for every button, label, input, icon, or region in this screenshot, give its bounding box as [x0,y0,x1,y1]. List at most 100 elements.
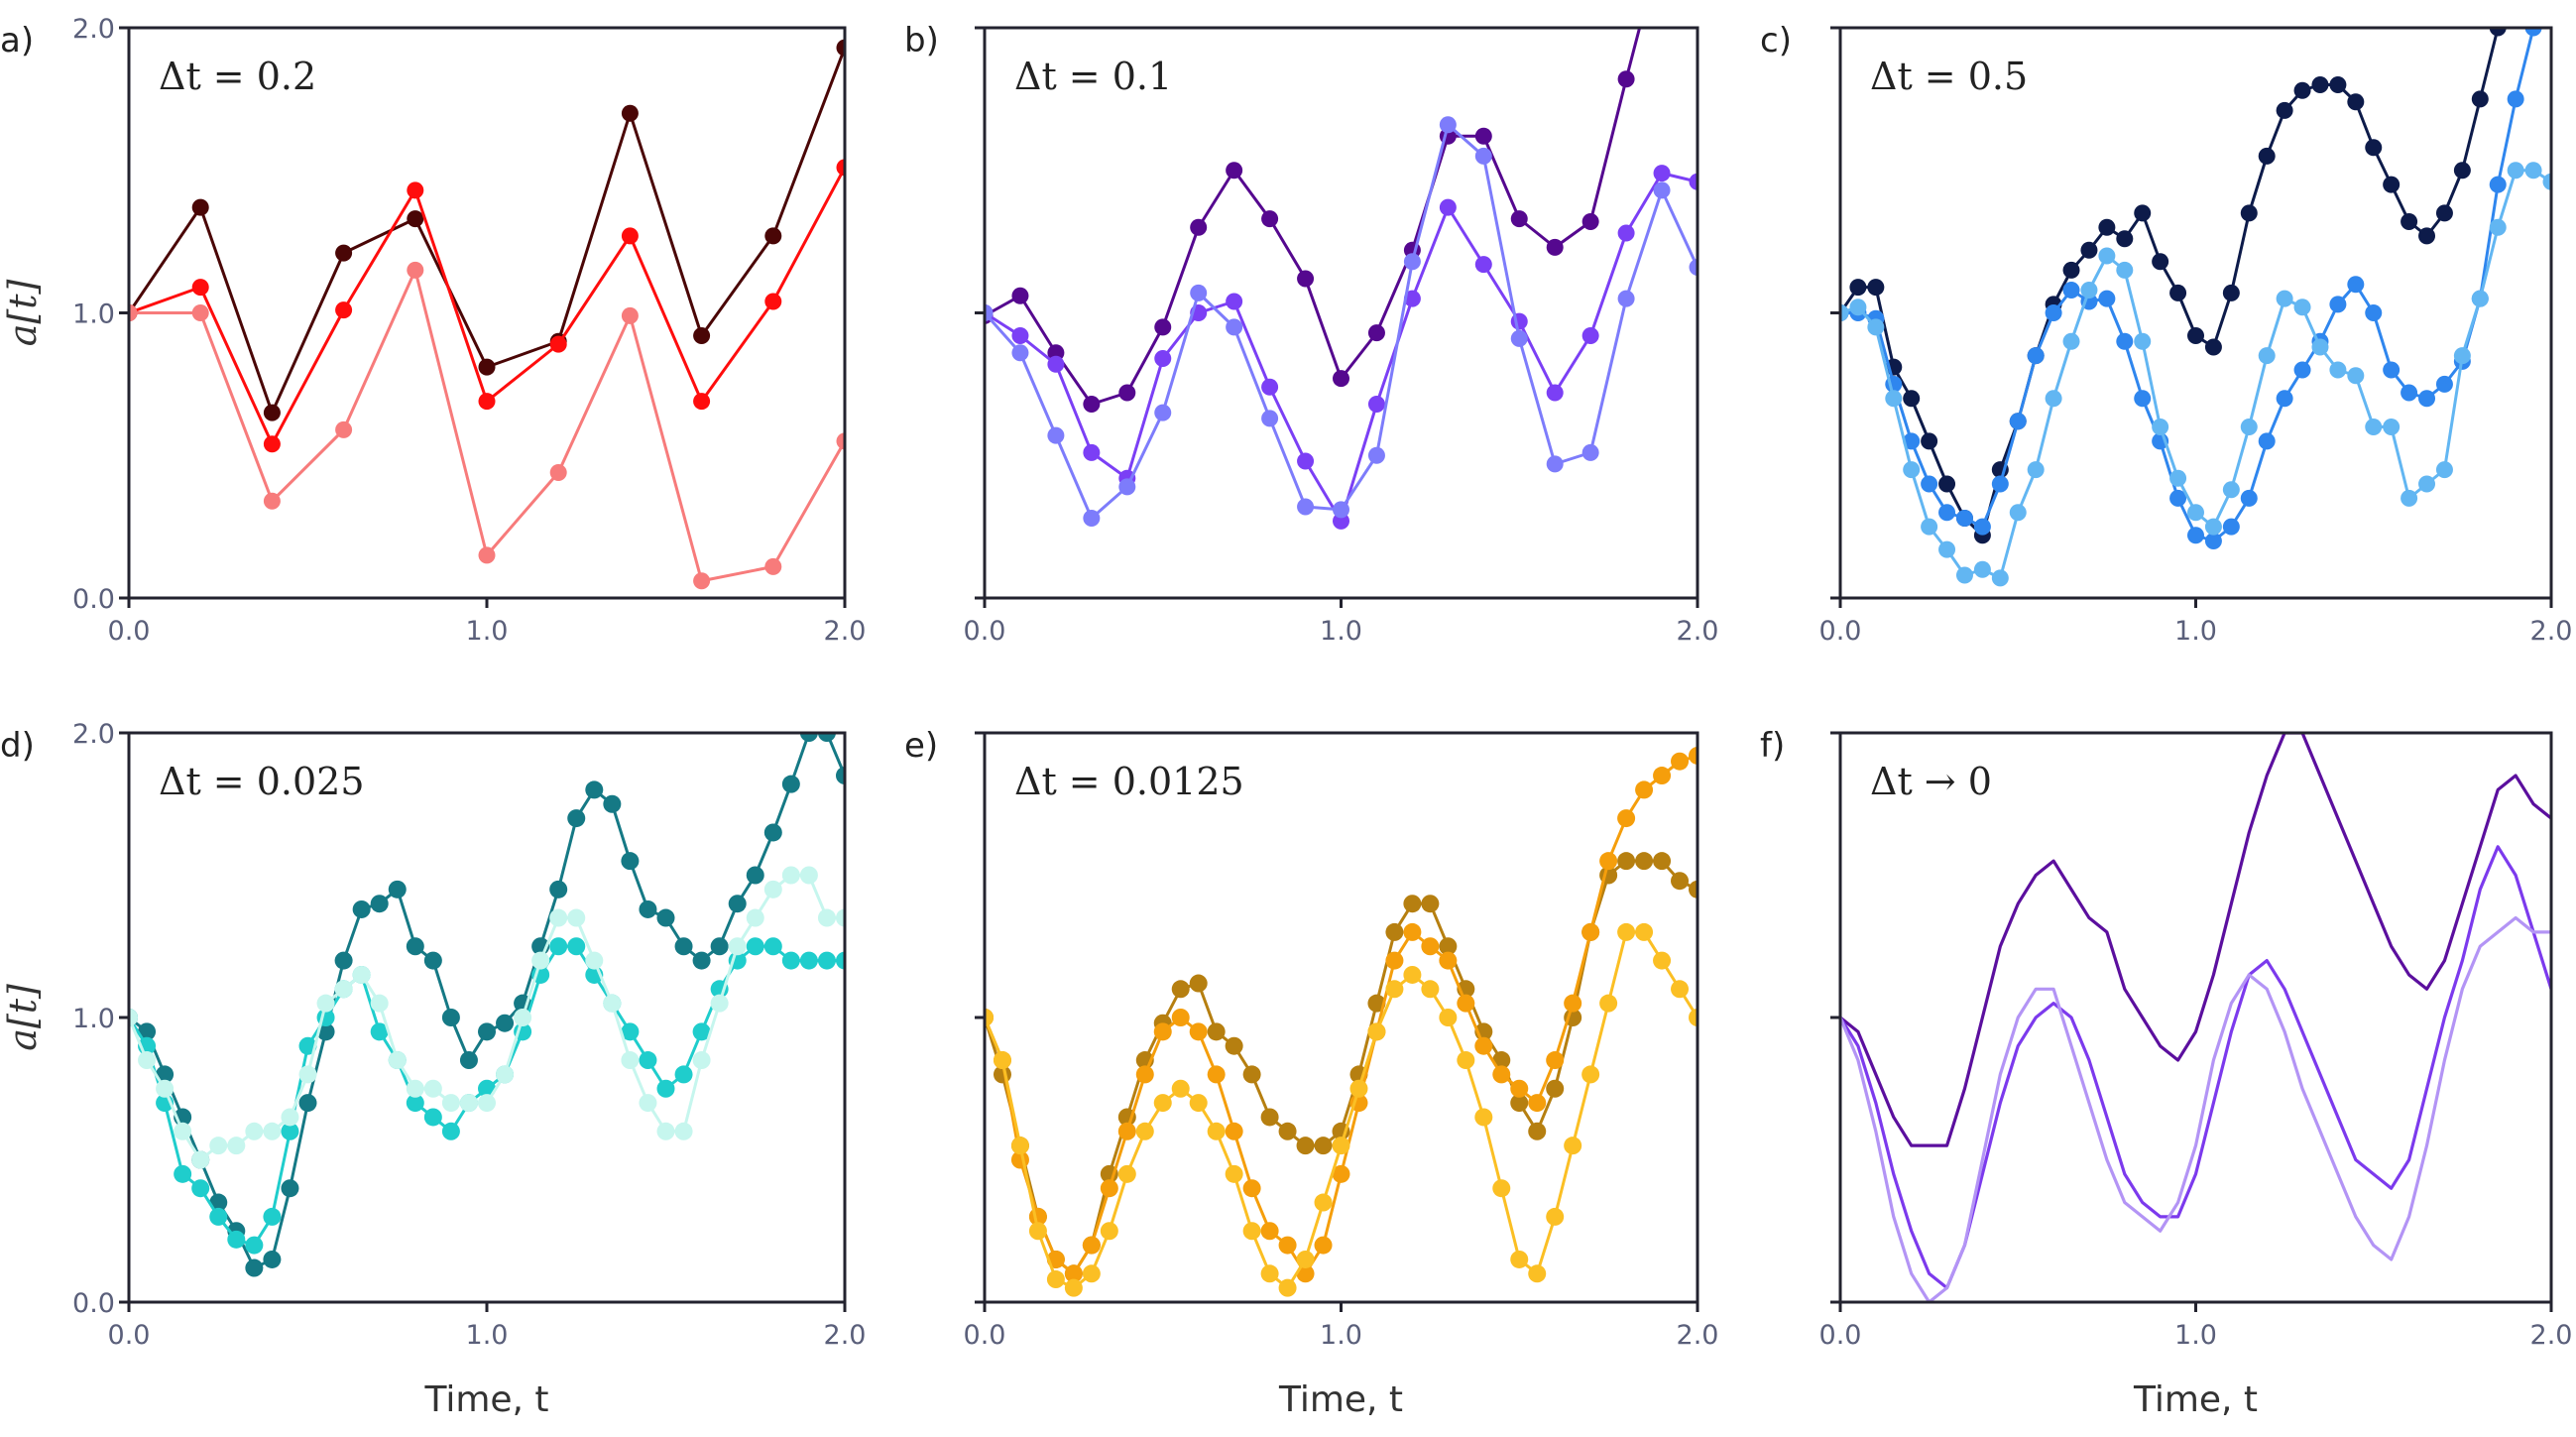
data-point [836,908,845,927]
data-point [406,1079,424,1098]
series-line [129,874,845,1161]
data-point [1225,1164,1243,1183]
data-point [1225,1036,1243,1055]
data-point [1403,895,1422,913]
data-point [2258,347,2276,365]
data-point [478,393,496,411]
data-point [191,198,209,216]
data-point [2383,176,2400,193]
x-tick-label: 0.0 [964,1320,1006,1351]
data-point [335,301,353,319]
data-point [1010,1137,1029,1155]
data-point [2204,518,2222,536]
data-point [2435,375,2453,393]
panel-b: 0.0 1.0 2.0 b) Δt = 0.1 [904,21,1719,647]
data-point [2240,204,2258,222]
data-point [2222,481,2240,499]
data-point [728,937,747,956]
data-point [2507,90,2524,108]
data-point [1635,852,1654,871]
data-point [1278,1122,1297,1140]
data-point [1333,501,1349,519]
data-point [156,1079,175,1098]
x-tick-label: 1.0 [2174,616,2217,647]
annotation: Δt → 0 [1870,760,1992,803]
data-point [1510,1079,1529,1098]
data-point [836,432,845,450]
data-point [603,794,622,813]
data-point [674,1122,693,1140]
data-point [639,1094,657,1113]
data-point [1154,318,1172,336]
data-point [1278,1236,1297,1255]
data-point [1955,566,1973,584]
data-point [209,1137,228,1155]
data-point [407,261,424,279]
plot-area [129,733,845,1277]
data-point [1439,937,1458,956]
data-point [1261,210,1279,228]
data-point [621,852,640,871]
data-point [1260,1264,1279,1283]
x-tick-label: 2.0 [1677,616,1719,647]
data-point [656,908,675,927]
data-point [1385,922,1404,941]
data-point [1617,70,1635,88]
data-point [370,1022,389,1041]
panel-f: 0.0 1.0 2.0 f) Δt → 0 Time, t [1760,726,2572,1420]
data-point [2400,384,2418,402]
data-point [1474,127,1492,145]
axes-frame [983,731,1699,1304]
data-point [746,866,764,885]
data-point [1474,256,1492,274]
data-point [1421,895,1440,913]
data-point [799,733,818,742]
data-point [298,1065,317,1084]
data-point [764,293,782,310]
x-tick-label: 2.0 [2530,616,2573,647]
data-point [1117,1164,1136,1183]
data-point [2187,327,2204,344]
data-point [1439,116,1457,134]
data-point [639,899,657,918]
data-point [2134,332,2152,350]
data-point [2383,361,2400,379]
data-point [245,1122,264,1140]
data-point [1671,980,1690,999]
data-point [1849,299,1867,316]
data-point [1153,1022,1172,1041]
data-point [1653,852,1672,871]
data-point [1314,1193,1333,1212]
data-point [2383,419,2400,435]
data-point [1492,1179,1511,1198]
data-point [478,358,496,376]
data-point [2453,347,2471,365]
data-point [2365,304,2383,321]
data-point [2027,461,2045,479]
x-tick-label: 0.0 [964,616,1006,647]
data-point [263,492,281,510]
data-point [2435,204,2453,222]
data-point [298,1036,317,1055]
data-point [388,1051,407,1070]
data-point [2400,489,2418,507]
data-point [496,1014,515,1032]
data-point [567,809,586,828]
data-point [407,181,424,199]
data-point [1011,287,1029,304]
data-point [1921,518,1938,536]
data-point [2116,230,2134,248]
data-point [1617,922,1636,941]
data-point [1064,1264,1083,1283]
series-line [985,930,1698,1290]
data-point [621,1051,640,1070]
data-point [2489,218,2507,236]
data-point [1278,1278,1297,1297]
data-point [836,39,845,57]
data-point [1135,1122,1154,1140]
data-point [1564,1137,1582,1155]
data-point [1617,224,1635,242]
data-point [1581,443,1599,461]
data-point [585,951,604,970]
